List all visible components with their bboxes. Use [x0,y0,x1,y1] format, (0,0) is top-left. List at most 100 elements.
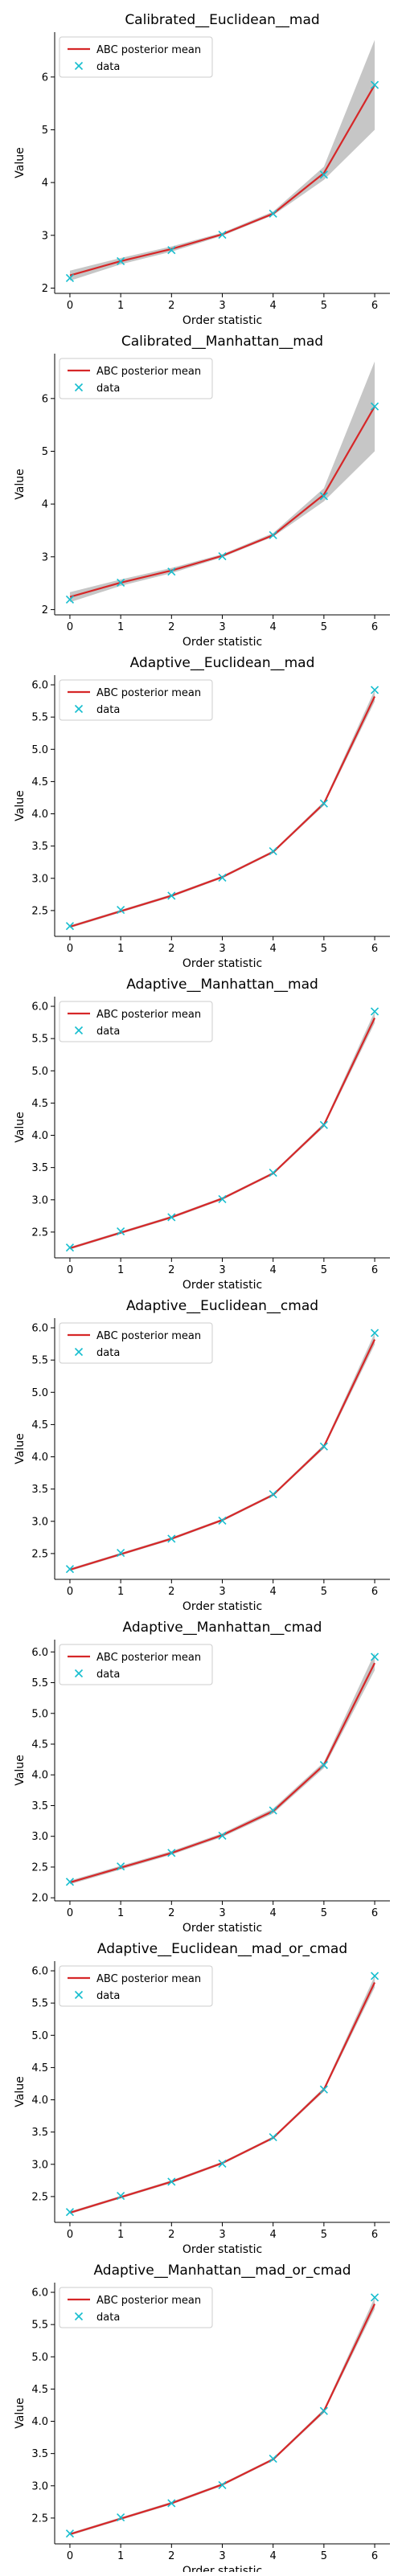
y-tick-label: 3 [42,551,48,563]
y-tick-label: 2 [42,283,48,295]
y-tick-label: 3.0 [31,2480,48,2492]
x-tick-label: 3 [219,2550,225,2562]
chart-title: Adaptive__Euclidean__mad_or_cmad [97,1941,347,1957]
chart-panel-2: Adaptive__Euclidean__mad0 1 2 3 4 5 62.53.03.5… [14,655,390,970]
posterior-band [70,2298,375,2536]
y-tick-label: 5.0 [31,1387,48,1399]
y-tick-label: 3.5 [31,1484,48,1496]
legend-label-abc-posterior-mean: ABC posterior mean [96,44,201,56]
x-axis-label: Order statistic [183,2565,262,2572]
chart-title: Adaptive__Euclidean__cmad [126,1298,318,1314]
x-tick-label: 3 [219,2229,225,2241]
y-tick-label: 4.0 [31,1770,48,1782]
x-axis-label: Order statistic [183,1922,262,1935]
x-tick-label: 4 [270,2229,277,2241]
y-axis-label: Value [14,2398,27,2428]
legend-label-data: data [96,383,120,395]
y-axis-label: Value [14,790,27,821]
x-tick-label: 0 [67,1586,73,1598]
x-tick-label: 4 [270,300,277,312]
chart-panel-5: Adaptive__Manhattan__cmad0 1 2 3 4 5 62.02.53.… [14,1620,390,1935]
chart-title: Calibrated__Manhattan__mad [121,334,323,350]
y-tick-label: 2.0 [31,1893,48,1905]
x-tick-label: 1 [117,2550,124,2562]
x-tick-label: 5 [321,300,327,312]
y-tick-label: 3.5 [31,2127,48,2139]
chart-panel-0: Calibrated__Euclidean__mad0 1 2 3 4 5 623456Or… [14,12,390,327]
x-tick-label: 5 [321,2229,327,2241]
legend-box [59,680,212,720]
x-tick-label: 6 [371,621,378,633]
y-axis-label: Value [14,1112,27,1142]
y-tick-label: 6 [42,393,48,405]
data-point-5 [320,2407,327,2414]
x-tick-label: 5 [321,943,327,955]
x-tick-label: 3 [219,1586,225,1598]
y-tick-label: 3.5 [31,841,48,853]
series-line-abc-posterior-mean [70,2304,375,2535]
chart-panel-7: Adaptive__Manhattan__mad_or_cmad0 1 2 3 4 5 62… [14,2263,390,2572]
legend-box [59,37,212,77]
x-tick-label: 0 [67,2229,73,2241]
y-axis-label: Value [14,469,27,499]
x-tick-label: 1 [117,943,124,955]
x-tick-label: 6 [371,1586,378,1598]
data-point-5 [320,1121,327,1128]
data-point-6 [371,1329,379,1337]
y-tick-label: 5.0 [31,1066,48,1078]
x-tick-label: 4 [270,2550,277,2562]
legend-box [59,1644,212,1685]
x-tick-label: 1 [117,1264,124,1276]
x-tick-label: 6 [371,1907,378,1919]
series-line-abc-posterior-mean [70,1663,375,1882]
x-tick-label: 3 [219,943,225,955]
y-tick-label: 6 [42,72,48,84]
x-tick-label: 2 [168,621,174,633]
x-tick-label: 5 [321,621,327,633]
data-point-6 [371,686,379,694]
data-point-4 [269,1491,277,1498]
series-line-abc-posterior-mean [70,1018,375,1249]
data-point-4 [269,2134,277,2141]
y-tick-label: 4.5 [31,776,48,788]
posterior-band [70,690,375,928]
legend-box [59,1001,212,1042]
y-tick-label: 3.0 [31,873,48,885]
legend-label-abc-posterior-mean: ABC posterior mean [96,1652,201,1664]
y-tick-label: 5.0 [31,2030,48,2042]
posterior-band [70,1976,375,2214]
legend-label-abc-posterior-mean: ABC posterior mean [96,366,201,378]
y-tick-label: 6.0 [31,680,48,692]
y-tick-label: 5.5 [31,1677,48,1689]
series-line-abc-posterior-mean [70,407,375,597]
x-axis-label: Order statistic [183,1279,262,1292]
y-axis-label: Value [14,1433,27,1464]
y-tick-label: 4.5 [31,1739,48,1751]
legend: ABC posterior mean data [59,2287,212,2328]
x-axis-label: Order statistic [183,2243,262,2256]
legend-box [59,2287,212,2328]
x-tick-label: 6 [371,300,378,312]
y-tick-label: 5 [42,446,48,458]
legend: ABC posterior mean data [59,1001,212,1042]
y-tick-label: 5.0 [31,744,48,756]
x-tick-label: 5 [321,1907,327,1919]
legend-label-data: data [96,1990,120,2002]
chart-panel-6: Adaptive__Euclidean__mad_or_cmad 0 1 2 3 4 5 6 2… [14,1941,390,2256]
y-tick-label: 4.0 [31,2416,48,2428]
legend: ABC posterior mean data [59,358,212,399]
y-tick-label: 6.0 [31,1966,48,1978]
x-tick-label: 5 [321,1586,327,1598]
x-tick-label: 1 [117,2229,124,2241]
y-axis-label: Value [14,147,27,178]
x-tick-label: 2 [168,300,174,312]
data-point-5 [320,800,327,807]
y-tick-label: 4.5 [31,1419,48,1431]
y-tick-label: 5.5 [31,1998,48,2010]
x-tick-label: 0 [67,621,73,633]
x-tick-label: 6 [371,943,378,955]
legend-label-data: data [96,704,120,716]
legend: ABC posterior mean data [59,1966,212,2006]
x-tick-label: 0 [67,1907,73,1919]
